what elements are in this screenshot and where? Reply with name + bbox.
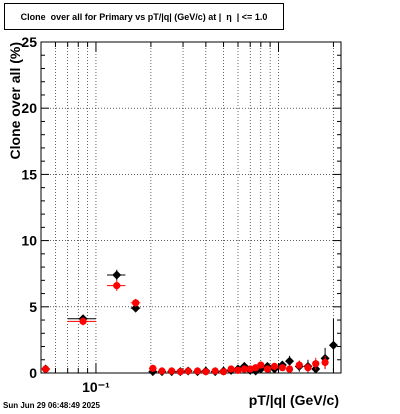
data-point-red [79, 317, 87, 325]
data-point-red [168, 367, 176, 375]
data-point-red [257, 361, 265, 369]
data-point-black [285, 356, 295, 366]
data-point-red [246, 365, 254, 373]
data-point-red [278, 364, 286, 372]
y-tick-label: 15 [21, 166, 37, 182]
y-tick-label: 5 [29, 299, 37, 315]
data-point-red [270, 362, 279, 370]
y-tick-label: 20 [21, 100, 37, 116]
data-point-red [149, 364, 157, 372]
data-point-red [321, 358, 329, 367]
data-point-red [219, 368, 228, 376]
data-point-red [113, 282, 121, 290]
data-point-black [328, 340, 338, 350]
y-tick-label: 10 [21, 233, 37, 249]
data-point-red [304, 364, 312, 372]
data-point-red [202, 368, 210, 376]
data-point-red [184, 367, 192, 375]
y-tick-label: 0 [29, 365, 37, 381]
y-axis-label: Clone over all (%) [7, 42, 23, 159]
data-point-red [240, 365, 248, 373]
x-axis-label: pT/|q| (GeV/c) [249, 392, 339, 408]
chart-title: Clone over all for Primary vs pT/|q| (Ge… [20, 11, 268, 22]
data-point-red [176, 368, 184, 376]
data-point-red [211, 367, 219, 375]
data-point-red [234, 366, 242, 374]
data-point-red [132, 299, 140, 307]
data-point-red [42, 365, 50, 373]
data-point-red [312, 360, 320, 368]
chart-title-box: Clone over all for Primary vs pT/|q| (Ge… [4, 3, 284, 30]
data-point-black [131, 303, 141, 313]
y-tick-label: 25 [21, 34, 37, 50]
data-point-red [193, 367, 202, 375]
x-tick-label: 10⁻¹ [82, 379, 110, 395]
data-point-red [263, 365, 272, 373]
data-point-red [227, 365, 235, 373]
timestamp-footer: Sun Jun 29 06:48:49 2025 [3, 401, 100, 410]
data-point-red [158, 367, 166, 375]
data-point-red [295, 361, 303, 369]
data-point-black [112, 270, 122, 280]
data-point-red [285, 365, 294, 373]
